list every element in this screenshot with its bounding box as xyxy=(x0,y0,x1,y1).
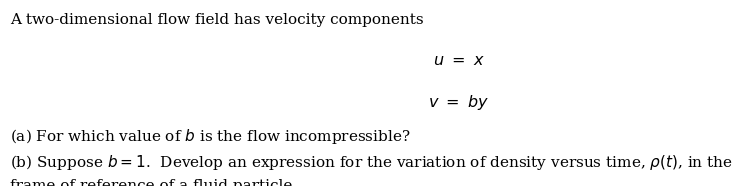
Text: $u \ = \ x$: $u \ = \ x$ xyxy=(433,52,485,69)
Text: A two-dimensional flow field has velocity components: A two-dimensional flow field has velocit… xyxy=(10,13,423,27)
Text: frame of reference of a fluid particle.: frame of reference of a fluid particle. xyxy=(10,179,297,186)
Text: $v \ = \ by$: $v \ = \ by$ xyxy=(428,93,489,112)
Text: (a) For which value of $b$ is the flow incompressible?: (a) For which value of $b$ is the flow i… xyxy=(10,127,410,146)
Text: (b) Suppose $b = 1$.  Develop an expression for the variation of density versus : (b) Suppose $b = 1$. Develop an expressi… xyxy=(10,153,733,172)
